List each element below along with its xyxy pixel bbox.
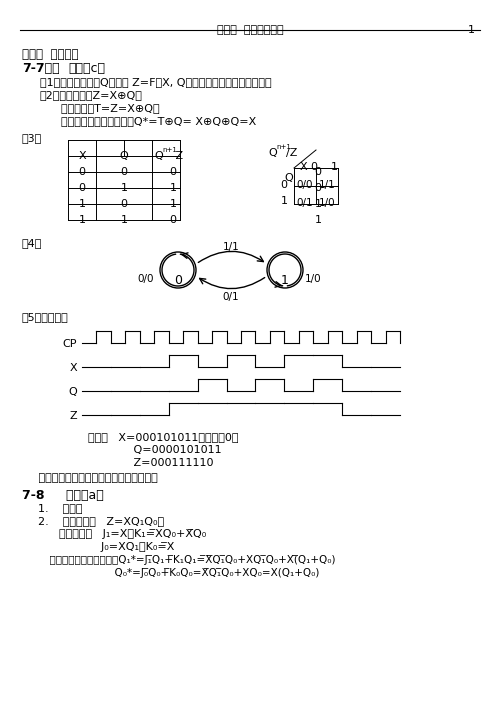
Text: X: X — [70, 363, 77, 373]
Text: 驱动方程：T=Z=X⊕Q；: 驱动方程：T=Z=X⊕Q； — [40, 103, 160, 113]
Text: Z: Z — [172, 151, 183, 161]
Text: 解：（c）: 解：（c） — [68, 62, 105, 75]
Text: 0: 0 — [170, 167, 176, 177]
Text: Z=000111110: Z=000111110 — [88, 458, 214, 468]
Text: 0/1: 0/1 — [222, 292, 240, 302]
Text: （5）波形图：: （5）波形图： — [22, 312, 69, 322]
Text: Z: Z — [70, 411, 77, 421]
Text: 次态方程（状态方程）：Q*=T⊕Q= X⊕Q⊕Q=X: 次态方程（状态方程）：Q*=T⊕Q= X⊕Q⊕Q=X — [40, 116, 256, 126]
Text: 1: 1 — [330, 162, 338, 172]
Text: 0: 0 — [174, 274, 182, 287]
Text: （2）输出方程：Z=X⊕Q；: （2）输出方程：Z=X⊕Q； — [40, 90, 143, 100]
Text: 0: 0 — [314, 167, 322, 177]
Text: 7-7题：: 7-7题： — [22, 62, 60, 75]
Text: 7-8: 7-8 — [22, 489, 49, 502]
Text: 次态方程（状态方程）：Q₁*=J₁̅Q₁+̅K₁Q₁=̅X̅Q₁̅Q₀+XQ₁̅Q₀+X(̅Q₁+Q₀): 次态方程（状态方程）：Q₁*=J₁̅Q₁+̅K₁Q₁=̅X̅Q₁̅Q₀+XQ₁̅… — [30, 555, 336, 565]
Text: J₀=XQ₁，K₀=̅X: J₀=XQ₁，K₀=̅X — [38, 542, 174, 552]
Text: 1: 1 — [281, 274, 289, 287]
Text: Q: Q — [120, 151, 128, 161]
Text: X: X — [78, 151, 86, 161]
Text: 1: 1 — [170, 183, 176, 193]
Text: 0: 0 — [310, 162, 318, 172]
Text: 1: 1 — [170, 199, 176, 209]
Text: /Z: /Z — [286, 148, 298, 158]
Text: Q: Q — [284, 173, 293, 183]
Text: 0: 0 — [120, 199, 128, 209]
Text: （4）: （4） — [22, 238, 42, 248]
Text: Q: Q — [268, 148, 277, 158]
Text: 解：（a）: 解：（a） — [58, 489, 104, 502]
Text: 0/0: 0/0 — [297, 180, 313, 190]
Text: 2.    输出方程：   Z=XQ₁Q₀；: 2. 输出方程： Z=XQ₁Q₀； — [38, 516, 164, 526]
Text: n+1: n+1 — [276, 144, 291, 150]
Text: Q₀*=J₀̅Q₀+̅K₀Q₀=X̅Q₁̅Q₀+XQ₀=X(Q₁+Q₀): Q₀*=J₀̅Q₀+̅K₀Q₀=X̅Q₁̅Q₀+XQ₀=X(Q₁+Q₀) — [30, 568, 320, 578]
Text: 1: 1 — [120, 183, 128, 193]
Text: 驱动方程：   J₁=X，K₁=̅XQ₀+X̅Q₀: 驱动方程： J₁=X，K₁=̅XQ₀+X̅Q₀ — [38, 529, 206, 539]
Text: （1）输出是输入和Q的函数 Z=F（X, Q），所以是米里型时序电路；: （1）输出是输入和Q的函数 Z=F（X, Q），所以是米里型时序电路； — [40, 77, 272, 87]
Text: CP: CP — [62, 339, 77, 349]
Text: 1: 1 — [120, 215, 128, 225]
Text: Q: Q — [68, 387, 77, 397]
Text: 1/0: 1/0 — [318, 198, 336, 208]
Text: Q=0000101011: Q=0000101011 — [88, 445, 222, 455]
Text: 1.    米里型: 1. 米里型 — [38, 503, 82, 513]
Text: 0/1: 0/1 — [296, 198, 314, 208]
Text: 1: 1 — [314, 199, 322, 209]
Text: 1/0: 1/0 — [304, 274, 322, 284]
Text: n+1: n+1 — [162, 147, 177, 153]
Text: 如果使输入与时钟同步，则输出无毛刺。: 如果使输入与时钟同步，则输出无毛刺。 — [28, 473, 158, 483]
Text: 0: 0 — [170, 215, 176, 225]
Text: 1/1: 1/1 — [222, 242, 240, 252]
Text: 1: 1 — [468, 25, 475, 35]
Text: 0: 0 — [120, 167, 128, 177]
Text: 0: 0 — [78, 167, 86, 177]
Text: 1: 1 — [314, 215, 322, 225]
Text: 1: 1 — [78, 199, 86, 209]
Text: （3）: （3） — [22, 133, 42, 143]
Text: 0: 0 — [314, 183, 322, 193]
Text: 1: 1 — [280, 196, 287, 206]
Text: 0/0: 0/0 — [138, 274, 154, 284]
Text: 0: 0 — [280, 180, 287, 190]
Text: 第七章  部分习题: 第七章 部分习题 — [22, 48, 78, 61]
Text: 当输入   X=000101011，初态为0时: 当输入 X=000101011，初态为0时 — [88, 432, 238, 442]
Text: Q: Q — [154, 151, 163, 161]
Text: 第七章  时序逻辑电路: 第七章 时序逻辑电路 — [216, 25, 284, 35]
Text: 1: 1 — [78, 215, 86, 225]
Text: 1/1: 1/1 — [318, 180, 336, 190]
Text: X: X — [300, 162, 308, 172]
Text: 0: 0 — [78, 183, 86, 193]
